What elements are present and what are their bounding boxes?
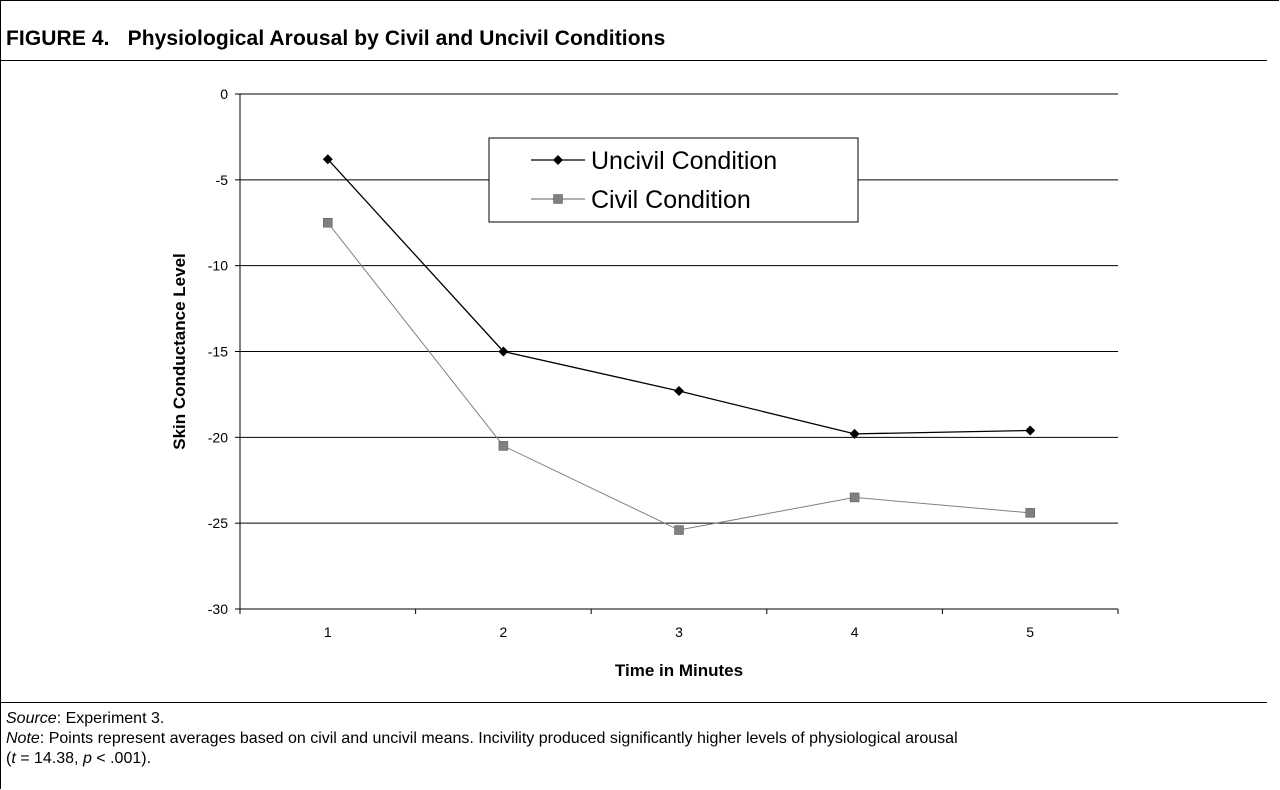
x-tick-label: 3 [675, 624, 683, 640]
source-text: : Experiment 3. [56, 710, 165, 727]
x-tick-label: 4 [851, 624, 859, 640]
note-label: Note [6, 730, 40, 747]
note-caption: Note: Points represent averages based on… [6, 729, 958, 749]
series-line-civil [327, 222, 1031, 531]
x-axis-label: Time in Minutes [615, 661, 743, 680]
note-t-value: = 14.38, [15, 750, 83, 767]
note-t-symbol: t [11, 750, 16, 767]
data-point-uncivil [498, 346, 509, 357]
note-stat-open: ( [6, 750, 12, 767]
data-point-civil [849, 492, 860, 503]
y-axis-label: Skin Conductance Level [170, 253, 189, 450]
source-label: Source [6, 710, 57, 727]
y-tick-label: -10 [208, 258, 228, 274]
legend-marker [553, 155, 563, 165]
data-point-uncivil [1025, 425, 1036, 436]
data-point-civil [1025, 508, 1035, 518]
caption-rule [0, 702, 1267, 703]
data-point-civil [498, 441, 509, 451]
source-caption: Source: Experiment 3. [6, 709, 164, 729]
y-tick-label: -30 [208, 601, 228, 617]
data-point-civil [674, 525, 684, 535]
y-tick-label: -25 [208, 515, 228, 531]
legend-box [488, 137, 859, 223]
y-tick-label: 0 [220, 86, 228, 102]
legend-marker [553, 194, 563, 204]
title-rule [0, 60, 1267, 61]
x-tick-label: 1 [324, 624, 332, 640]
y-tick-label: -20 [208, 429, 228, 445]
data-point-uncivil [849, 428, 860, 439]
note-p-symbol: p [82, 750, 92, 767]
legend-entry: Civil Condition [591, 186, 751, 214]
y-tick-label: -5 [216, 172, 229, 188]
figure-title-text: Physiological Arousal by Civil and Unciv… [127, 27, 666, 50]
legend-entry: Uncivil Condition [591, 147, 777, 175]
data-point-uncivil [674, 385, 684, 396]
x-tick-label: 5 [1026, 624, 1034, 640]
note-text: : Points represent averages based on civ… [39, 730, 958, 747]
data-point-civil [323, 218, 333, 228]
figure-label: FIGURE 4. [6, 27, 110, 50]
x-tick-label: 2 [500, 624, 508, 640]
note-p-value: < .001). [91, 750, 152, 767]
y-tick-label: -15 [208, 344, 228, 360]
figure-title: FIGURE 4. Physiological Arousal by Civil … [6, 27, 665, 51]
note-statistics: (t = 14.38, p < .001). [6, 749, 151, 769]
line-chart: 0 -5 -10 -15 -20 -25 -30 1 2 3 4 5 Time in Minutes Sk… [170, 86, 1119, 680]
data-point-uncivil [322, 154, 333, 165]
